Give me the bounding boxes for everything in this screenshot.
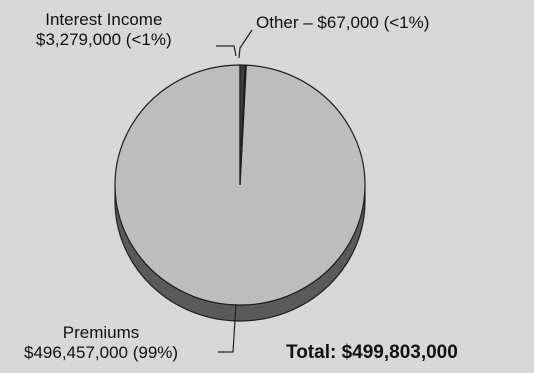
label-premiums-name: Premiums <box>62 323 140 342</box>
pie-top <box>114 64 366 306</box>
label-other: Other – $67,000 (<1%) <box>256 13 430 32</box>
total-value: $499,803,000 <box>341 342 458 363</box>
label-interest-income-value: $3,279,000 (<1%) <box>36 30 172 49</box>
label-interest-income-name: Interest Income <box>45 10 163 29</box>
total-label: Total: $499,803,000 <box>286 342 458 364</box>
leader-interest-income <box>216 45 237 57</box>
leader-lines <box>216 29 253 353</box>
label-premiums: Premiums $496,457,000 (99%) <box>24 323 178 363</box>
total-label-text: Total: <box>286 342 337 363</box>
label-premiums-value: $496,457,000 (99%) <box>24 343 179 362</box>
label-interest-income: Interest Income $3,279,000 (<1%) <box>36 10 172 50</box>
leader-other <box>238 29 253 59</box>
leader-premiums <box>218 303 237 353</box>
slice-other <box>239 64 247 186</box>
